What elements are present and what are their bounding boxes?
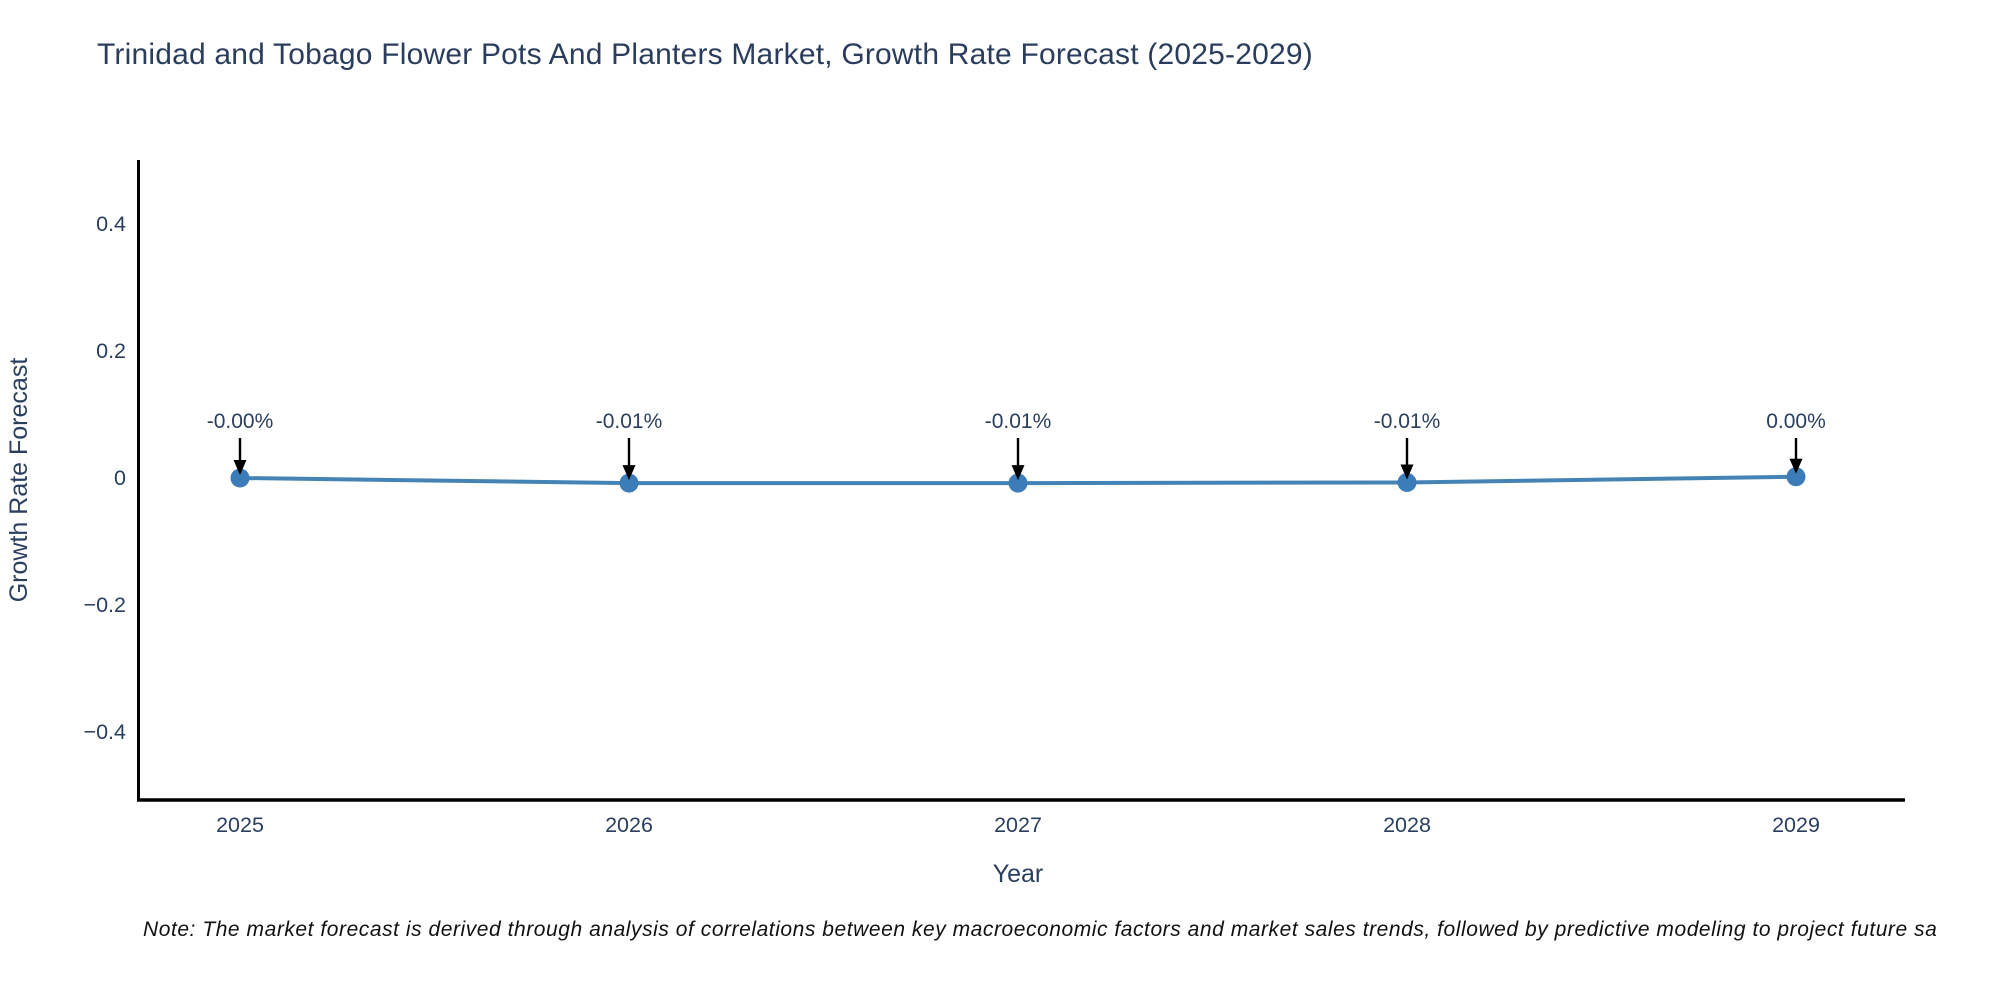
y-tick-label: 0.4 — [96, 212, 126, 236]
annotation-arrow-head — [1400, 464, 1414, 480]
annotation-arrow-head — [1011, 465, 1025, 481]
data-point-marker — [1397, 472, 1417, 492]
y-tick-label: −0.2 — [84, 593, 126, 617]
footer-note: Note: The market forecast is derived thr… — [143, 918, 1938, 941]
point-value-label: -0.00% — [207, 410, 274, 433]
data-point-marker — [230, 468, 250, 488]
x-tick-label: 2028 — [1383, 813, 1431, 837]
y-tick-label: 0 — [114, 466, 126, 490]
x-tick-label: 2027 — [994, 813, 1042, 837]
data-point-marker — [1786, 467, 1806, 487]
x-tick-label: 2025 — [216, 813, 264, 837]
annotations-layer: -0.00% -0.01% -0.01% -0.01% 0.00% — [207, 410, 1826, 481]
x-axis-title: Year — [992, 860, 1044, 888]
y-tick-label: 0.2 — [96, 339, 126, 363]
y-axis-title: Growth Rate Forecast — [5, 358, 33, 603]
x-tick-label: 2029 — [1772, 813, 1820, 837]
point-value-label: -0.01% — [985, 410, 1052, 433]
annotation-arrow-head — [622, 465, 636, 481]
y-tick-label: −0.4 — [84, 720, 126, 744]
data-point-marker — [1008, 473, 1028, 493]
annotation-arrow-head — [233, 460, 247, 475]
point-value-label: -0.01% — [1374, 410, 1441, 433]
data-point-marker — [619, 473, 639, 493]
line-series-growth-rate — [230, 467, 1806, 493]
chart-title: Trinidad and Tobago Flower Pots And Plan… — [97, 38, 1313, 71]
point-value-label: -0.01% — [596, 410, 663, 433]
x-tick-label: 2026 — [605, 813, 653, 837]
point-value-label: 0.00% — [1766, 410, 1826, 433]
annotation-arrow-head — [1789, 458, 1803, 474]
axes-layer: 0.4 0.2 0 −0.2 −0.4 2025 2026 2027 2028 2029 — [84, 160, 1905, 837]
